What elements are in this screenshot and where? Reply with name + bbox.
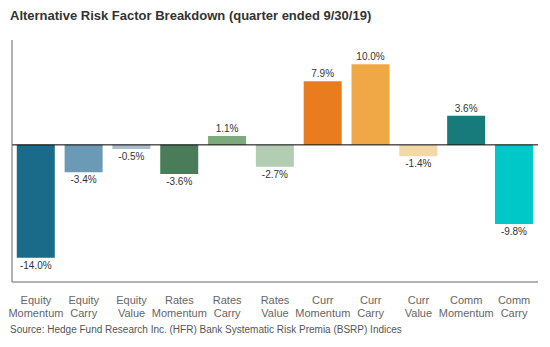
- svg-text:-3.4%: -3.4%: [71, 174, 97, 185]
- html-text:Alternative Risk Factor Breakd: Alternative Risk Factor Breakdown (quart…: [10, 8, 372, 23]
- svg-text:1.1%: 1.1%: [216, 123, 239, 134]
- svg-text:-1.4%: -1.4%: [405, 158, 431, 169]
- svg-text:CommCarry: CommCarry: [498, 294, 530, 319]
- html-text:Source: Hedge Fund Research In: Source: Hedge Fund Research Inc. (HFR) B…: [10, 324, 402, 335]
- svg-text:CurrValue: CurrValue: [405, 294, 432, 319]
- svg-text:CurrMomentum: CurrMomentum: [295, 294, 350, 319]
- svg-text:3.6%: 3.6%: [455, 103, 478, 114]
- svg-text:CurrCarry: CurrCarry: [357, 294, 384, 319]
- svg-text:-9.8%: -9.8%: [501, 226, 527, 237]
- svg-text:RatesValue: RatesValue: [261, 294, 290, 319]
- svg-text:RatesMomentum: RatesMomentum: [152, 294, 207, 319]
- svg-text:-2.7%: -2.7%: [262, 169, 288, 180]
- svg-text:-3.6%: -3.6%: [166, 176, 192, 187]
- svg-text:7.9%: 7.9%: [311, 68, 334, 79]
- svg-text:-0.5%: -0.5%: [118, 151, 144, 162]
- svg-text:EquityMomentum: EquityMomentum: [8, 294, 63, 319]
- svg-text:-14.0%: -14.0%: [20, 260, 52, 271]
- svg-text:RatesCarry: RatesCarry: [213, 294, 242, 319]
- svg-text:CommMomentum: CommMomentum: [439, 294, 494, 319]
- svg-text:EquityCarry: EquityCarry: [68, 294, 99, 319]
- svg-text:10.0%: 10.0%: [356, 51, 384, 62]
- svg-text:EquityValue: EquityValue: [116, 294, 147, 319]
